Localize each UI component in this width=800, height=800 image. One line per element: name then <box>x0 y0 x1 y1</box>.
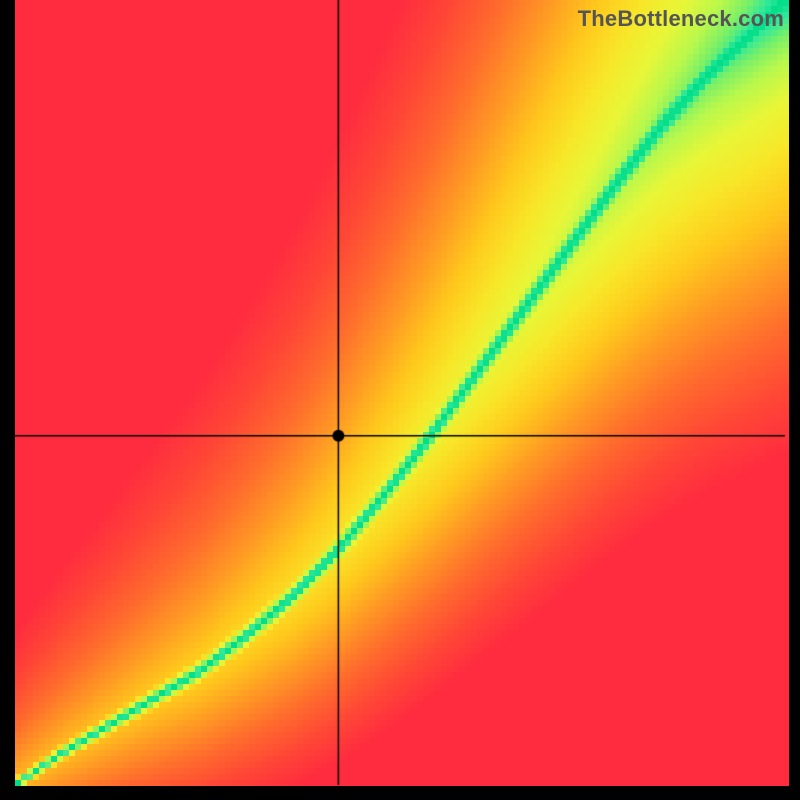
heatmap-canvas <box>0 0 800 800</box>
chart-container: TheBottleneck.com <box>0 0 800 800</box>
watermark-text: TheBottleneck.com <box>578 6 784 32</box>
